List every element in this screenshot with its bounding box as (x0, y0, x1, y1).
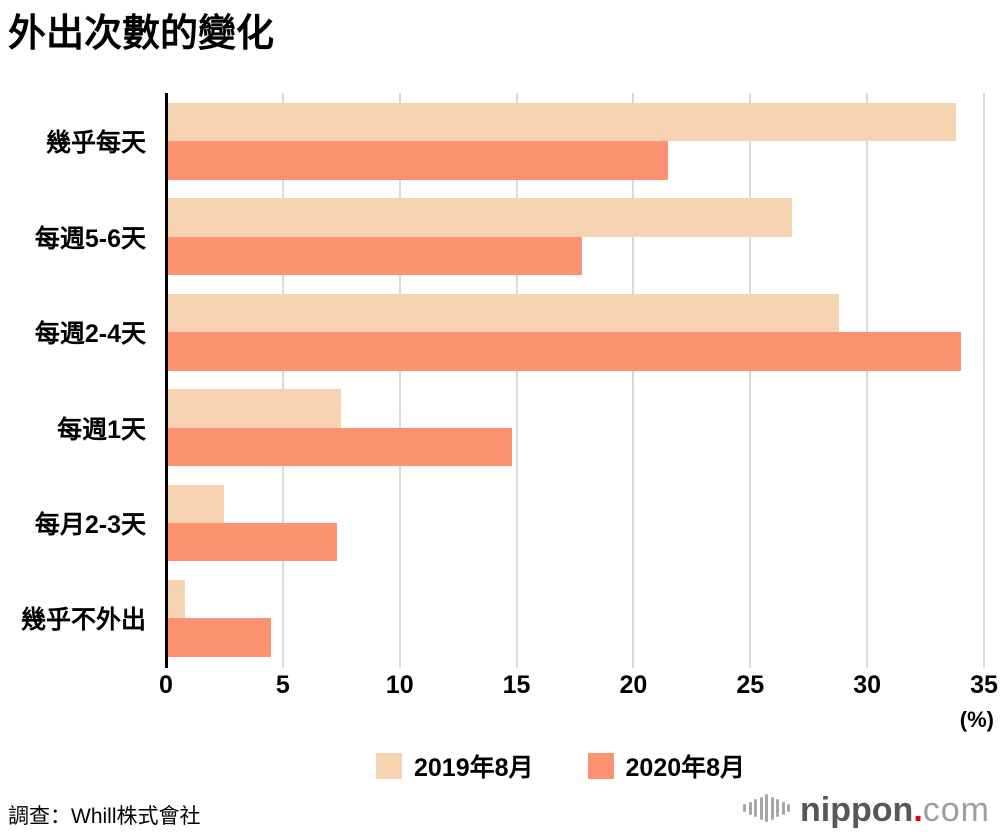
category-label-每週2-4天: 每週2-4天 (34, 320, 146, 349)
x-tick-label-10: 10 (385, 671, 414, 699)
chart-legend: 2019年8月 2020年8月 (376, 748, 745, 784)
chart-title: 外出次數的變化 (8, 13, 275, 55)
source-credit: 調查：Whill株式會社 (8, 805, 201, 828)
nippon-com-logo: nippon . com (743, 793, 990, 827)
bar-2020年8月-每月2-3天 (166, 523, 337, 562)
gridline-25 (749, 93, 752, 668)
category-label-每月2-3天: 每月2-3天 (34, 511, 146, 539)
category-label-每週5-6天: 每週5-6天 (34, 224, 146, 253)
soundwave-icon (743, 794, 791, 822)
gridline-10 (398, 93, 401, 668)
legend-swatch-2020 (587, 753, 614, 779)
bar-2020年8月-幾乎不外出 (166, 618, 272, 657)
category-label-每週1天: 每週1天 (57, 415, 146, 444)
logo-text-com: com (922, 791, 990, 829)
gridline-5 (281, 93, 284, 668)
legend-swatch-2019 (376, 753, 402, 779)
bar-2019年8月-每月2-3天 (166, 484, 225, 523)
bar-2020年8月-每週2-4天 (166, 332, 961, 371)
legend-label-2019: 2019年8月 (414, 754, 534, 782)
legend-item-2020: 2020年8月 (587, 748, 746, 784)
legend-item-2019: 2019年8月 (376, 748, 534, 784)
bar-2020年8月-幾乎每天 (166, 141, 669, 180)
category-label-幾乎不外出: 幾乎不外出 (20, 606, 146, 635)
bar-2019年8月-每週5-6天 (166, 198, 793, 237)
x-axis-unit-label: (%) (959, 707, 994, 732)
bar-2019年8月-每週2-4天 (166, 293, 840, 333)
gridline-20 (632, 93, 635, 668)
x-tick-label-30: 30 (853, 671, 882, 699)
bar-2019年8月-幾乎每天 (166, 103, 956, 142)
x-axis-tick-labels: 0 5 10 15 20 25 30 35 (159, 671, 998, 701)
y-axis-line (164, 93, 168, 668)
bar-2020年8月-每週5-6天 (166, 236, 582, 276)
category-label-幾乎每天: 幾乎每天 (45, 129, 146, 158)
bar-2019年8月-每週1天 (166, 389, 342, 428)
gridline-30 (866, 93, 869, 668)
x-tick-label-15: 15 (502, 671, 531, 699)
logo-red-dot: . (913, 791, 923, 829)
logo-text-nippon: nippon (800, 791, 914, 829)
bar-2020年8月-每週1天 (166, 427, 512, 466)
legend-label-2020: 2020年8月 (625, 754, 746, 782)
x-tick-label-5: 5 (275, 671, 290, 699)
x-tick-label-25: 25 (736, 671, 765, 699)
gridline-35 (983, 93, 985, 668)
x-tick-label-20: 20 (619, 671, 648, 699)
bar-2019年8月-幾乎不外出 (166, 580, 185, 619)
bar-chart-plot-area (164, 93, 985, 668)
x-tick-label-35: 35 (970, 671, 998, 699)
gridline-15 (515, 93, 518, 668)
category-axis-labels: 幾乎每天每週5-6天 每週2-4天每週1天每月2-3天幾乎不外出 (0, 93, 156, 668)
x-tick-label-0: 0 (159, 671, 173, 699)
